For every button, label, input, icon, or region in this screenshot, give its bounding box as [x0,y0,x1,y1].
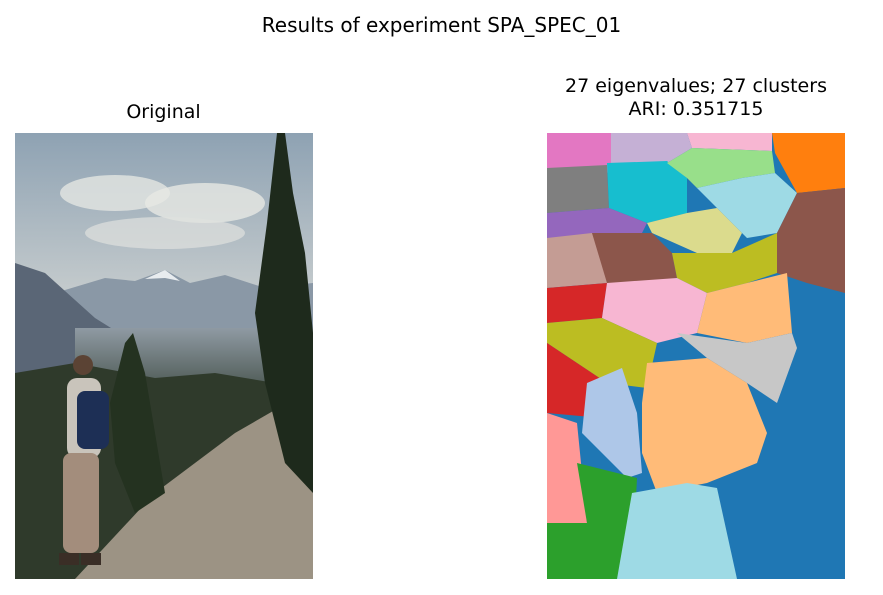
segment-khaki [647,208,742,253]
segment-lightblue-bottom [617,483,737,579]
segment-peach-top [697,273,792,343]
segment-lightpink [687,133,772,151]
cloud [60,175,170,211]
tree-middle [110,333,165,513]
segmentation-map [547,133,845,579]
segmentation-drawing [547,133,845,579]
segment-lavender [611,133,692,165]
segment-lightgreen [667,148,775,188]
rocky-slope [75,388,313,579]
segment-red-top [547,283,607,323]
segment-lightpink-mid [602,278,707,343]
cloud [145,183,265,223]
segment-olive-mid [547,318,657,388]
tree-right [255,133,313,493]
segment-gray [547,165,609,213]
snow-peak [145,270,180,281]
segmentation-panel-title: 27 eigenvalues; 27 clusters ARI: 0.35171… [547,75,845,121]
segmentation-title-line1: 27 eigenvalues; 27 clusters [565,75,827,97]
segment-cyan [607,161,687,223]
segment-skyblue [582,368,642,478]
segment-silver [677,333,797,403]
hiker [59,355,109,565]
cloud [85,217,245,249]
segment-peach [642,358,767,493]
segment-green [547,463,637,579]
original-panel-title: Original [126,101,201,123]
segment-orange [772,133,845,193]
segment-olive-top [672,233,777,293]
original-photo [15,133,313,579]
segment-salmon [547,413,587,523]
segmentation-title-line2: ARI: 0.351715 [628,98,764,120]
segment-pink [547,133,615,173]
segment-brown [592,233,677,283]
figure-suptitle: Results of experiment SPA_SPEC_01 [261,13,622,37]
segment-brown-right [777,188,845,293]
segment-lightblue [697,173,797,238]
original-photo-drawing [15,133,313,579]
segment-rosybrown [547,233,607,288]
